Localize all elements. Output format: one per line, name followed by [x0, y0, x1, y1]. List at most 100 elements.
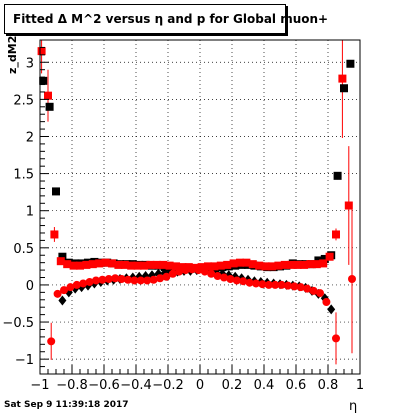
data-point — [287, 260, 296, 269]
data-point — [108, 259, 116, 268]
x-tick-label: −0.6 — [88, 378, 120, 393]
data-point — [300, 260, 308, 269]
data-point — [44, 91, 52, 100]
data-point — [210, 262, 219, 271]
y-tick-label: 1 — [26, 205, 34, 220]
data-point — [88, 260, 97, 269]
data-point — [312, 260, 321, 269]
data-point — [255, 261, 264, 270]
data-point — [181, 266, 190, 275]
data-point — [92, 276, 100, 285]
data-point — [348, 274, 356, 283]
data-point — [194, 266, 203, 275]
data-point — [53, 289, 62, 298]
data-point — [178, 263, 187, 272]
data-point — [325, 252, 334, 261]
data-point — [156, 274, 164, 283]
data-point — [332, 334, 340, 343]
plot-frame — [39, 39, 361, 375]
data-point — [63, 260, 72, 269]
data-point — [82, 260, 91, 269]
data-point — [37, 47, 46, 56]
data-point — [101, 258, 110, 267]
y-tick-label: 0 — [26, 279, 34, 294]
data-point — [200, 267, 209, 276]
data-point — [117, 274, 126, 283]
timestamp-footer: Sat Sep 9 11:39:18 2017 — [4, 400, 129, 410]
data-markers — [37, 47, 356, 346]
y-tick-label: 0.5 — [13, 242, 34, 257]
data-point — [204, 262, 212, 271]
data-point — [327, 304, 336, 315]
data-point — [213, 272, 222, 281]
data-point — [165, 261, 174, 270]
chart-title: Fitted Δ M^2 versus η and p for Global m… — [13, 12, 329, 26]
data-point — [56, 257, 65, 266]
error-bars — [41, 40, 353, 365]
data-point — [175, 267, 184, 276]
data-point — [303, 284, 312, 293]
x-tick-label: 0 — [196, 378, 204, 393]
y-tick-label: 2 — [26, 130, 34, 145]
data-point — [60, 286, 68, 295]
y-tick-label: 1.5 — [13, 168, 34, 183]
data-point — [162, 272, 171, 281]
x-tick-label: 0.8 — [318, 378, 339, 393]
data-point — [252, 279, 260, 288]
y-axis-label-text: z_dM2 — [6, 35, 19, 74]
data-point — [232, 276, 241, 285]
x-tick-label: 0.6 — [286, 378, 307, 393]
x-tick-label: 0.2 — [222, 378, 243, 393]
x-tick-label: −0.2 — [152, 378, 184, 393]
data-point — [245, 278, 254, 287]
data-point — [124, 275, 132, 284]
data-point — [143, 276, 152, 285]
y-axis-label: z_dM2 — [6, 8, 19, 74]
data-point — [293, 260, 302, 269]
data-point — [114, 260, 123, 269]
data-point — [58, 295, 67, 306]
data-point — [168, 269, 177, 278]
x-tick-label: −0.8 — [56, 378, 88, 393]
x-tick-label: 1 — [356, 378, 364, 393]
data-point — [66, 283, 75, 292]
data-point — [306, 260, 315, 269]
data-point — [104, 274, 113, 283]
title-box: Fitted Δ M^2 versus η and p for Global m… — [4, 4, 328, 34]
data-point — [69, 261, 78, 270]
data-point — [344, 201, 353, 210]
data-point — [264, 280, 273, 289]
grid-lines — [39, 40, 361, 374]
data-point — [172, 262, 180, 271]
y-tick-label: −1 — [15, 353, 34, 368]
data-point — [316, 289, 324, 298]
data-point — [284, 281, 292, 290]
data-point — [136, 276, 145, 285]
data-point — [207, 269, 216, 278]
x-tick-label: 0.4 — [254, 378, 275, 393]
data-point — [226, 274, 235, 283]
data-point — [340, 84, 348, 93]
data-point — [152, 260, 161, 269]
data-point — [268, 262, 276, 271]
data-point — [274, 261, 283, 270]
y-tick-label: −0.5 — [2, 316, 34, 331]
tick-labels: −1 −0.8 −0.6 −0.4 −0.2 0 0.2 0.4 0.6 0.8 1 −1 −0.5 0 0… — [2, 56, 364, 393]
axis-ticks — [39, 39, 361, 374]
data-point — [95, 259, 104, 268]
data-point — [322, 298, 331, 307]
data-point — [52, 187, 60, 196]
data-point — [309, 286, 318, 295]
data-point — [319, 259, 328, 268]
y-tick-label: 3 — [26, 56, 34, 71]
data-point — [159, 260, 168, 269]
data-point — [50, 230, 59, 239]
x-tick-label: −1 — [30, 378, 49, 393]
data-point — [146, 260, 155, 269]
data-point — [130, 276, 139, 285]
data-point — [216, 261, 225, 270]
data-point — [111, 274, 120, 283]
data-point — [72, 280, 81, 289]
data-point — [223, 260, 232, 269]
